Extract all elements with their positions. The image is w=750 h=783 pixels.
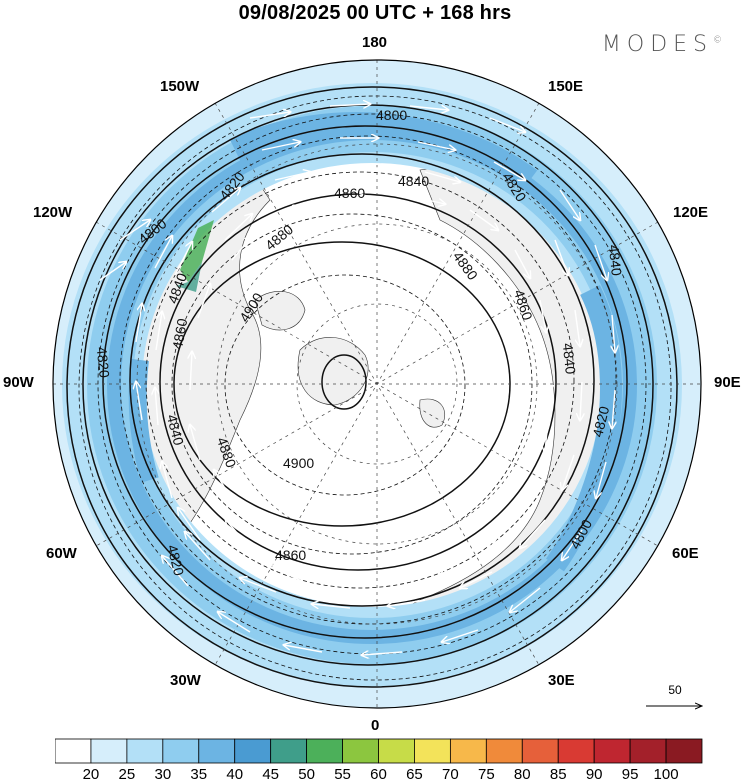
colorbar-tick-label: 30 [154, 766, 172, 783]
colorbar-tick-label: 80 [513, 766, 531, 783]
colorbar-tick-label: 90 [585, 766, 603, 783]
lon-label-120e: 120E [673, 204, 709, 221]
lon-label-60e: 60E [672, 545, 699, 562]
contour-label: 4860 [334, 185, 365, 201]
colorbar-tick-label: 65 [406, 766, 423, 783]
contour-label: 4860 [169, 317, 190, 351]
contour-label: 4820 [94, 346, 113, 379]
vector-reference-arrow-icon [646, 697, 710, 713]
lon-label-90w: 90W [3, 374, 34, 391]
contour-label: 4840 [398, 173, 429, 189]
colorbar-swatch [342, 738, 379, 764]
colorbar-tick-label: 50 [298, 766, 315, 783]
lon-label-120w: 120W [33, 204, 73, 221]
colorbar-swatch [557, 738, 595, 764]
colorbar-tick-label: 70 [442, 766, 459, 783]
lon-label-0: 0 [371, 717, 380, 734]
colorbar-tick-label: 95 [621, 766, 639, 783]
colorbar-tick-label: 25 [118, 766, 136, 783]
colorbar-swatch [593, 738, 631, 764]
colorbar-tick-label: 20 [82, 766, 100, 783]
lon-label-150w: 150W [160, 78, 200, 95]
contour-label: 4840 [560, 342, 579, 375]
contour-label: 4840 [606, 244, 625, 277]
colorbar-swatch [449, 738, 487, 764]
contour-label: 4820 [589, 404, 612, 438]
colorbar-swatch [378, 738, 415, 764]
colorbar-swatch [162, 738, 200, 764]
jet-max-patch [180, 220, 214, 282]
contour-label: 4840 [164, 413, 187, 447]
colorbar-tick-label: 45 [262, 766, 279, 783]
contour-label: 4860 [275, 547, 306, 563]
colorbar-tick-label: 60 [370, 766, 387, 783]
colorbar-swatch [414, 738, 451, 764]
colorbar-tick-label: 100 [653, 766, 679, 783]
colorbar-swatch [665, 738, 703, 764]
vector-reference: 50 [640, 683, 710, 718]
lon-label-30w: 30W [170, 672, 201, 689]
vector-reference-value: 50 [668, 683, 682, 697]
lon-label-90e: 90E [714, 374, 741, 391]
colorbar-swatch [126, 738, 164, 764]
lon-label-30e: 30E [548, 672, 575, 689]
contour-label: 4800 [376, 107, 407, 123]
map-border [52, 59, 702, 709]
colorbar-labels: 20 25 30 35 40 45 50 55 60 65 70 75 80 85 90 95 100 [0, 766, 750, 783]
lon-label-180: 180 [362, 34, 388, 51]
colorbar-swatch [90, 738, 128, 764]
contour-label: 4820 [164, 543, 187, 577]
colorbar-swatch [234, 738, 272, 764]
colorbar-swatch [485, 738, 523, 764]
colorbar-tick-label: 75 [477, 766, 495, 783]
wind-colorbar [55, 738, 703, 764]
colorbar-tick-label: 35 [190, 766, 208, 783]
colorbar-swatch [198, 738, 236, 764]
lon-label-60w: 60W [46, 545, 77, 562]
colorbar-tick-label: 40 [226, 766, 244, 783]
colorbar-swatch [55, 738, 92, 764]
map-title: 09/08/2025 00 UTC + 168 hrs [238, 2, 512, 24]
colorbar-swatch [270, 738, 308, 764]
jet-teal-patch [176, 262, 202, 292]
lon-label-150e: 150E [548, 78, 584, 95]
contour-label: 4900 [283, 455, 314, 471]
colorbar-swatch [521, 738, 559, 764]
modes-logo: MODES© [601, 32, 722, 57]
colorbar-swatch [306, 738, 343, 764]
colorbar-tick-label: 85 [549, 766, 567, 783]
colorbar-tick-label: 55 [334, 766, 351, 783]
wind-vectors [99, 104, 615, 655]
colorbar-swatch [629, 738, 667, 764]
